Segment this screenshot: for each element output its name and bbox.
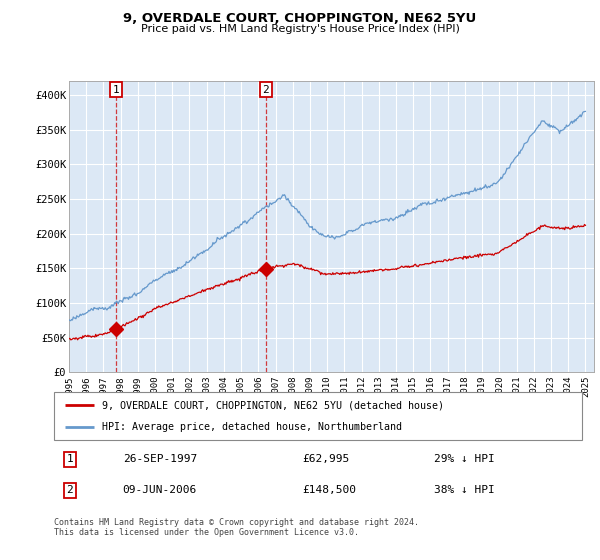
Text: 1: 1	[113, 85, 119, 95]
Text: 2: 2	[67, 486, 73, 495]
Text: 1: 1	[67, 454, 73, 464]
Text: 26-SEP-1997: 26-SEP-1997	[122, 454, 197, 464]
Text: Contains HM Land Registry data © Crown copyright and database right 2024.
This d: Contains HM Land Registry data © Crown c…	[54, 518, 419, 538]
Text: £62,995: £62,995	[302, 454, 349, 464]
Text: £148,500: £148,500	[302, 486, 356, 495]
Text: 09-JUN-2006: 09-JUN-2006	[122, 486, 197, 495]
Text: 38% ↓ HPI: 38% ↓ HPI	[434, 486, 495, 495]
Text: 9, OVERDALE COURT, CHOPPINGTON, NE62 5YU: 9, OVERDALE COURT, CHOPPINGTON, NE62 5YU	[124, 12, 476, 25]
Text: HPI: Average price, detached house, Northumberland: HPI: Average price, detached house, Nort…	[101, 422, 401, 432]
Text: 2: 2	[263, 85, 269, 95]
Text: 9, OVERDALE COURT, CHOPPINGTON, NE62 5YU (detached house): 9, OVERDALE COURT, CHOPPINGTON, NE62 5YU…	[101, 400, 443, 410]
FancyBboxPatch shape	[54, 392, 582, 440]
Text: 29% ↓ HPI: 29% ↓ HPI	[434, 454, 495, 464]
Text: Price paid vs. HM Land Registry's House Price Index (HPI): Price paid vs. HM Land Registry's House …	[140, 24, 460, 34]
